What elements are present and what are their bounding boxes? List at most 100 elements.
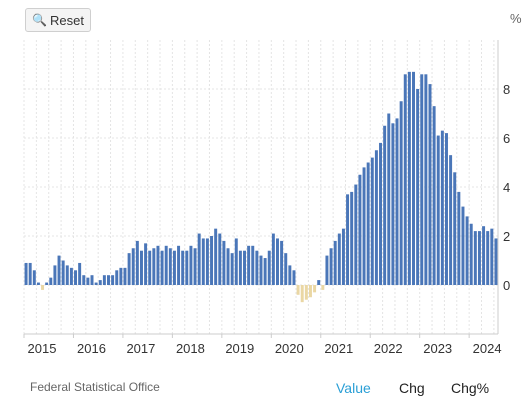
bar: [230, 253, 234, 285]
bar: [420, 74, 424, 285]
y-tick-label: 4: [503, 180, 510, 195]
bar: [366, 162, 370, 285]
bar: [148, 250, 152, 285]
bar: [57, 255, 61, 285]
bar: [276, 238, 279, 285]
x-tick-label: 2024: [473, 341, 502, 356]
bar: [168, 248, 172, 285]
bar: [296, 285, 300, 295]
x-tick-label: 2022: [374, 341, 403, 356]
bar: [428, 84, 432, 285]
bar: [395, 118, 399, 286]
y-tick-label: 2: [503, 229, 510, 244]
reset-label: Reset: [49, 12, 84, 28]
bar: [300, 285, 304, 303]
bar: [98, 280, 102, 285]
bar: [36, 282, 40, 285]
x-tick-label: 2015: [28, 341, 57, 356]
bar: [432, 106, 436, 286]
bar: [449, 155, 453, 285]
bar: [255, 250, 259, 285]
bar: [350, 191, 354, 285]
bar: [218, 233, 222, 285]
tab-chg-percent[interactable]: Chg%: [451, 380, 490, 396]
bar: [135, 240, 139, 285]
bar: [424, 74, 428, 285]
bar: [247, 245, 251, 285]
bar: [61, 260, 65, 285]
source-label: Federal Statistical Office: [30, 380, 160, 394]
bar: [82, 275, 86, 285]
bar: [144, 243, 148, 285]
bar: [90, 275, 94, 285]
tab-chg[interactable]: Chg: [399, 380, 425, 396]
bar: [362, 167, 366, 285]
bar: [94, 282, 98, 285]
bar: [399, 101, 403, 285]
bar: [461, 206, 465, 285]
bar: [407, 71, 411, 285]
y-tick-label: 0: [503, 278, 510, 293]
bar: [333, 240, 337, 285]
bar: [317, 280, 321, 285]
bar: [469, 223, 473, 285]
x-tick-label: 2017: [126, 341, 155, 356]
bar: [284, 253, 288, 285]
bar: [412, 71, 415, 285]
bar: [358, 174, 362, 285]
bar: [160, 250, 164, 285]
bar: [172, 250, 176, 285]
bar: [354, 184, 358, 285]
bar: [111, 275, 115, 285]
bar: [24, 262, 28, 285]
chart-area: 0 2 4 6 8 2015 2016 2017 2018 2019 2020 2021 2022 202…: [23, 40, 510, 356]
bar: [205, 238, 209, 285]
bar: [193, 248, 197, 285]
bar: [32, 270, 36, 285]
bar: [329, 248, 333, 285]
tab-value[interactable]: Value: [336, 380, 371, 396]
bar: [308, 285, 312, 298]
bar: [214, 228, 218, 285]
x-tick-label: 2018: [176, 341, 205, 356]
bar: [49, 277, 53, 285]
bar: [28, 262, 32, 285]
bar: [234, 238, 238, 285]
reset-button[interactable]: 🔍 Reset: [25, 8, 91, 32]
bar: [259, 255, 263, 285]
bar: [440, 130, 444, 285]
bar: [337, 233, 341, 285]
x-tick-label: 2016: [77, 341, 106, 356]
bar: [238, 250, 242, 285]
bar: [210, 236, 214, 285]
bar: [102, 275, 106, 285]
bar: [321, 285, 325, 290]
bar: [477, 231, 481, 285]
bar: [453, 172, 457, 285]
bar: [391, 123, 395, 285]
bar: [263, 258, 267, 285]
bar: [494, 238, 498, 285]
search-icon: 🔍: [32, 13, 47, 27]
bar: [181, 250, 185, 285]
x-tick-label: 2020: [275, 341, 304, 356]
bar: [436, 135, 440, 285]
bar: [127, 253, 131, 285]
bar: [251, 245, 255, 285]
bar: [74, 270, 78, 285]
bar: [486, 231, 490, 285]
bar: [304, 285, 308, 300]
bar: [313, 285, 317, 293]
bar: [197, 233, 201, 285]
bar: [86, 277, 90, 285]
x-tick-label: 2021: [324, 341, 353, 356]
bar: [346, 194, 350, 285]
bar: [45, 282, 49, 285]
bar: [69, 267, 73, 285]
bar: [465, 216, 469, 285]
bars: [24, 71, 498, 303]
bar: [222, 240, 226, 285]
bar: [123, 267, 127, 285]
bar: [416, 89, 420, 285]
bar: [243, 250, 246, 285]
